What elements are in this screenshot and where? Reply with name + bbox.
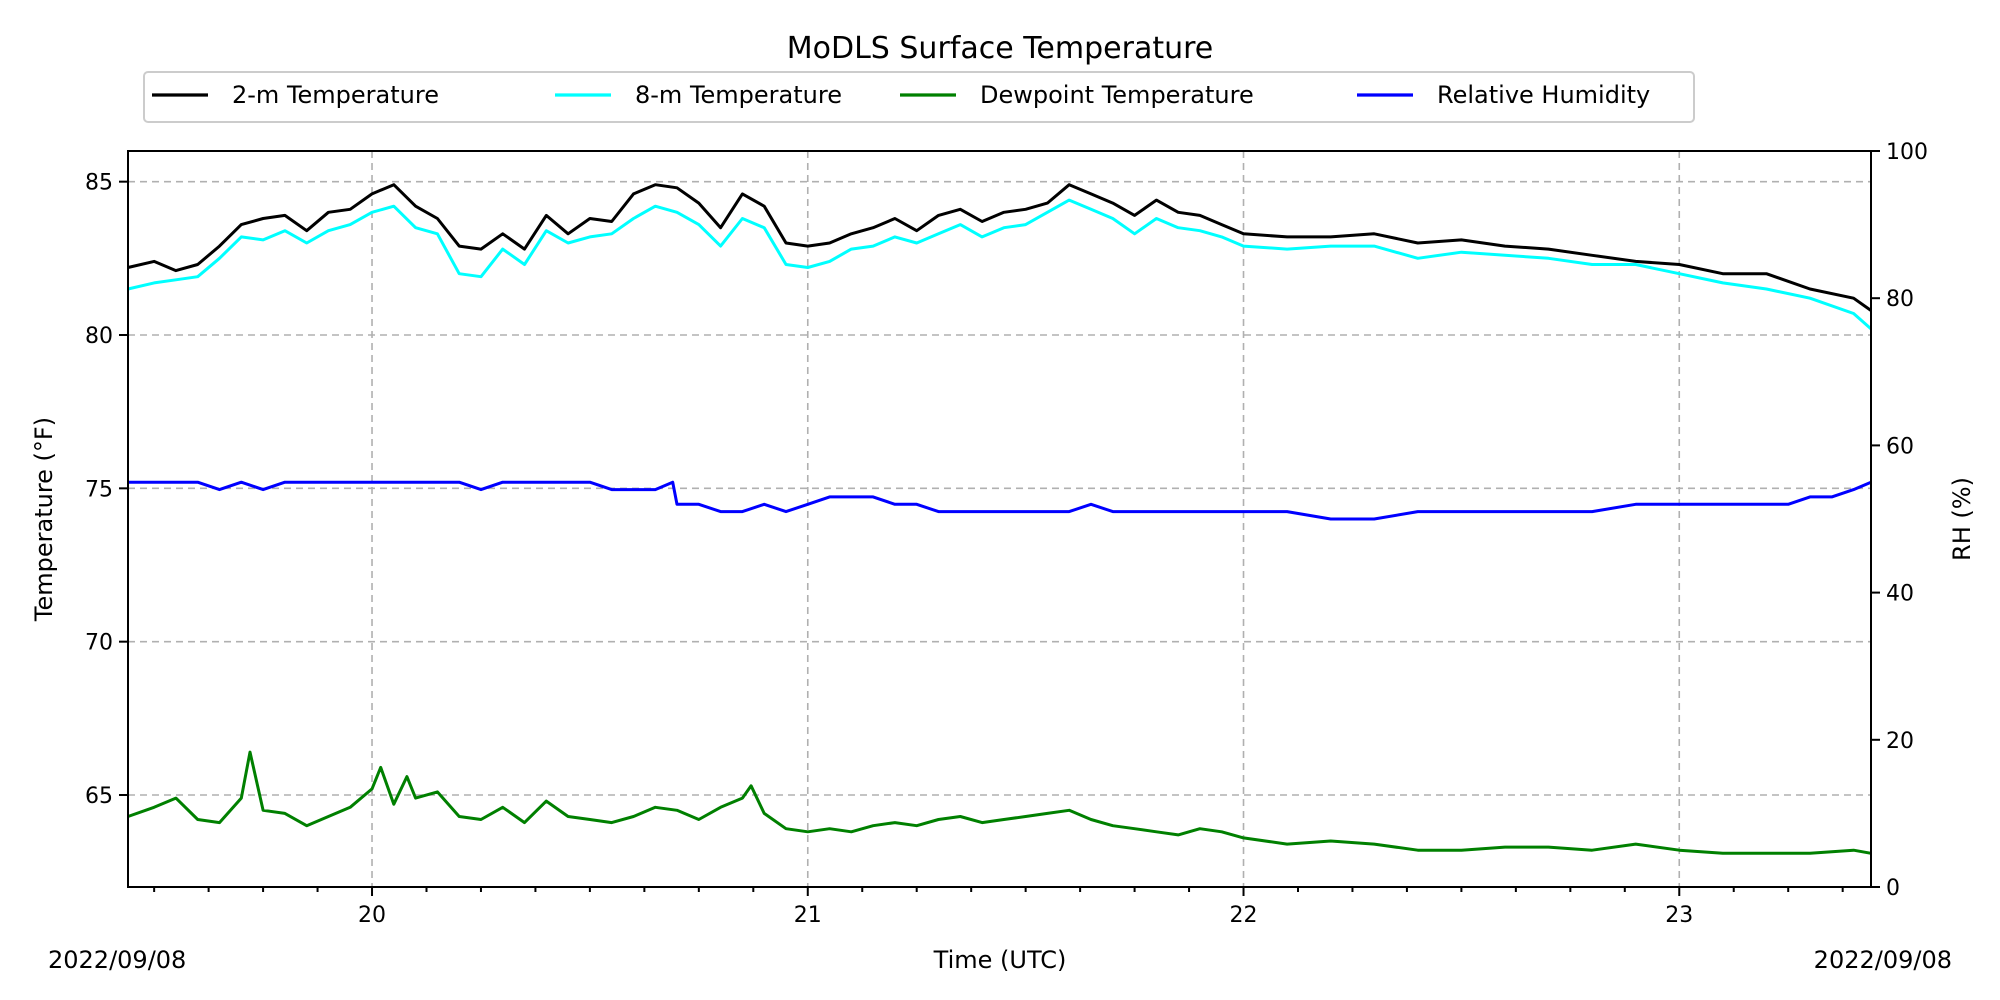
y-tick-label: 75 — [85, 477, 113, 502]
x-axis-label: Time (UTC) — [933, 946, 1067, 974]
plot-frame — [127, 150, 1872, 888]
legend-label-dewpoint-temperature: Dewpoint Temperature — [980, 81, 1254, 109]
x-tick-label: 21 — [794, 903, 822, 928]
y2-tick-label: 20 — [1886, 729, 1914, 754]
start-date-label: 2022/09/08 — [48, 946, 186, 974]
y-axis-label: Temperature (°F) — [30, 417, 58, 622]
series-line-relative-humidity — [128, 480, 1872, 521]
legend-label-8-m-temperature: 8-m Temperature — [635, 81, 842, 109]
series-line-dewpoint-temperature — [127, 750, 1872, 855]
y-tick-label: 85 — [85, 171, 113, 196]
y2-tick-label: 80 — [1886, 287, 1914, 312]
y-tick-label: 65 — [85, 784, 113, 809]
y-tick-label: 80 — [85, 324, 113, 349]
series-line-8-m-temperature — [127, 198, 1872, 331]
legend-label-relative-humidity: Relative Humidity — [1437, 81, 1650, 109]
legend-box — [143, 71, 1695, 123]
series-line-2-m-temperature — [127, 183, 1872, 312]
y2-tick-label: 60 — [1886, 434, 1914, 459]
legend-label-2-m-temperature: 2-m Temperature — [232, 81, 439, 109]
x-tick-label: 22 — [1230, 903, 1258, 928]
legend: 2-m Temperature 8-m Temperature Dewpoint T… — [143, 71, 1695, 123]
end-date-label: 2022/09/08 — [1814, 946, 1952, 974]
y2-tick-label: 40 — [1886, 582, 1914, 607]
y2-tick-label: 100 — [1886, 140, 1928, 165]
axes: 20 21 22 23 65 70 75 80 85 0 20 40 60 80 100 — [85, 140, 1928, 928]
y-tick-label: 70 — [85, 631, 113, 656]
plot-area — [127, 183, 1872, 855]
y2-tick-label: 0 — [1886, 876, 1900, 901]
x-tick-label: 23 — [1665, 903, 1693, 928]
chart-title: MoDLS Surface Temperature — [787, 31, 1214, 66]
x-tick-label: 20 — [358, 903, 386, 928]
y2-axis-label: RH (%) — [1948, 477, 1976, 561]
grid — [128, 151, 1871, 887]
